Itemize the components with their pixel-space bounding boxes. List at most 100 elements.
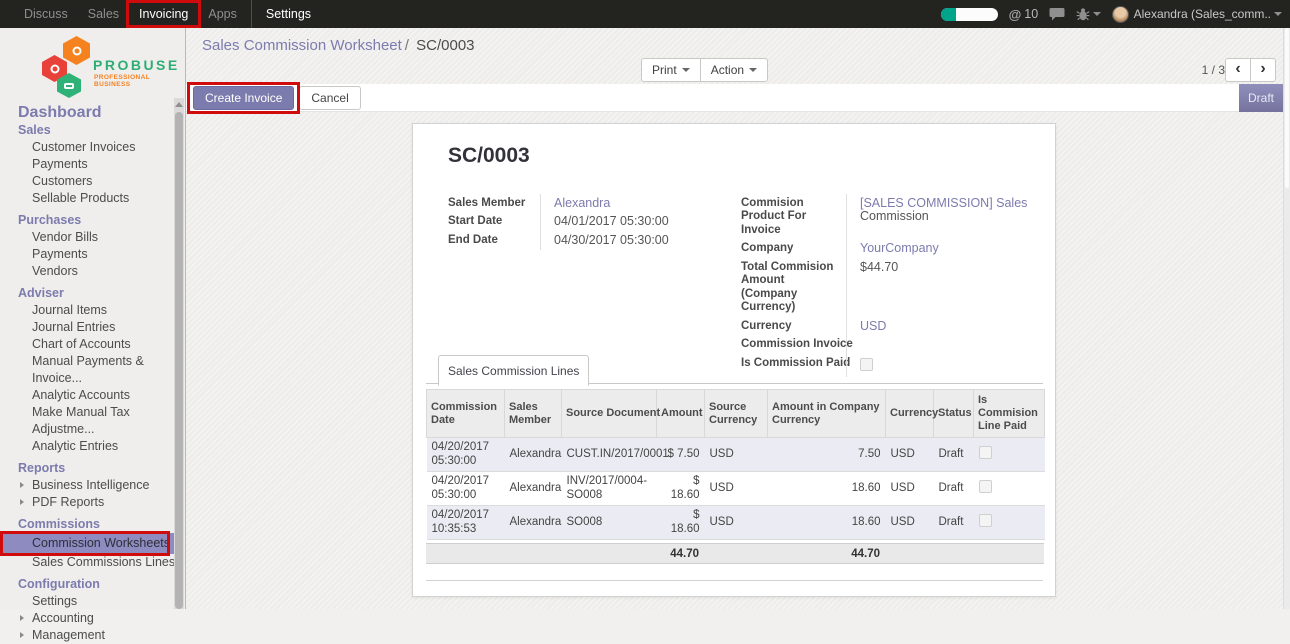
field-group-right: Commision Product For Invoice [SALES COM… bbox=[741, 194, 1033, 377]
sidebar-item-manual-payments-invoice[interactable]: Manual Payments & Invoice... bbox=[0, 353, 185, 387]
sidebar-item-settings[interactable]: Settings bbox=[0, 593, 185, 610]
company-logo[interactable]: PROBUSE PROFESSIONAL BUSINESS bbox=[0, 28, 185, 100]
pager-next-button[interactable]: › bbox=[1250, 58, 1276, 82]
sidebar-section-commissions[interactable]: Commissions bbox=[0, 516, 185, 533]
sidebar-item-accounting[interactable]: Accounting bbox=[0, 610, 185, 627]
field-company: Company YourCompany bbox=[741, 240, 1033, 259]
scrollbar-thumb[interactable] bbox=[1285, 28, 1289, 188]
line-paid-checkbox bbox=[979, 446, 992, 459]
scroll-up-arrow-icon[interactable] bbox=[175, 102, 183, 107]
sidebar-item-pdf-reports[interactable]: PDF Reports bbox=[0, 494, 185, 511]
topbar-systray: @ 10 Alexandra (Sales_comm.. bbox=[941, 0, 1282, 28]
cell-document: INV/2017/0004-SO008 bbox=[562, 472, 657, 506]
col-sales-member[interactable]: Sales Member bbox=[505, 390, 562, 438]
cell-member: Alexandra bbox=[505, 472, 562, 506]
col-amount-company-currency[interactable]: Amount in Company Currency bbox=[768, 390, 886, 438]
nav-discuss[interactable]: Discuss bbox=[16, 0, 76, 28]
table-row[interactable]: 04/20/2017 05:30:00 Alexandra INV/2017/0… bbox=[427, 472, 1045, 506]
sidebar-section-purchases[interactable]: Purchases bbox=[0, 212, 185, 229]
totals-empty bbox=[885, 544, 933, 564]
sidebar-item-management[interactable]: Management bbox=[0, 627, 185, 644]
sidebar-section-reports[interactable]: Reports bbox=[0, 460, 185, 477]
commission-product-link[interactable]: [SALES COMMISSION] Sales bbox=[860, 196, 1027, 210]
col-status[interactable]: Status bbox=[934, 390, 974, 438]
nav-settings[interactable]: Settings bbox=[258, 0, 319, 28]
page-scrollbar[interactable] bbox=[1283, 28, 1290, 609]
create-invoice-button[interactable]: Create Invoice bbox=[193, 86, 294, 110]
sidebar-item-payments-sales[interactable]: Payments bbox=[0, 156, 185, 173]
col-currency[interactable]: Currency bbox=[886, 390, 934, 438]
cell-date: 04/20/2017 05:30:00 bbox=[427, 472, 505, 506]
sidebar-item-journal-entries[interactable]: Journal Entries bbox=[0, 319, 185, 336]
magnifier-icon bbox=[50, 64, 59, 73]
end-date-value: 04/30/2017 05:30:00 bbox=[540, 231, 728, 250]
user-menu[interactable]: Alexandra (Sales_comm.. bbox=[1112, 5, 1282, 23]
action-dropdown-button[interactable]: Action bbox=[700, 58, 768, 82]
sidebar-item-label: Commission Worksheets bbox=[32, 536, 170, 550]
nav-invoicing[interactable]: Invoicing bbox=[131, 0, 196, 28]
tools-icon bbox=[64, 83, 74, 89]
table-row[interactable]: 04/20/2017 10:35:53 Alexandra SO008 $ 18… bbox=[427, 506, 1045, 540]
sidebar-item-customers[interactable]: Customers bbox=[0, 173, 185, 190]
line-paid-checkbox bbox=[979, 514, 992, 527]
caret-down-icon bbox=[1093, 12, 1101, 16]
sidebar-item-chart-of-accounts[interactable]: Chart of Accounts bbox=[0, 336, 185, 353]
field-label: Start Date bbox=[448, 213, 540, 232]
activity-menu[interactable]: @ 10 bbox=[1009, 7, 1039, 22]
sidebar-section-adviser[interactable]: Adviser bbox=[0, 285, 185, 302]
nav-sales[interactable]: Sales bbox=[80, 0, 127, 28]
sidebar-item-label: Business Intelligence bbox=[32, 478, 149, 492]
start-date-value: 04/01/2017 05:30:00 bbox=[540, 213, 728, 232]
sidebar-item-sellable-products[interactable]: Sellable Products bbox=[0, 190, 185, 207]
sidebar-item-analytic-entries[interactable]: Analytic Entries bbox=[0, 438, 185, 455]
sidebar-item-journal-items[interactable]: Journal Items bbox=[0, 302, 185, 319]
record-title: SC/0003 bbox=[448, 144, 530, 168]
sidebar-item-business-intelligence[interactable]: Business Intelligence bbox=[0, 477, 185, 494]
breadcrumb-parent-link[interactable]: Sales Commission Worksheet bbox=[202, 37, 402, 54]
cell-currency: USD bbox=[886, 438, 934, 472]
currency-link[interactable]: USD bbox=[860, 319, 886, 333]
field-label: End Date bbox=[448, 231, 540, 250]
sidebar-item-customer-invoices[interactable]: Customer Invoices bbox=[0, 139, 185, 156]
sidebar-item-vendor-bills[interactable]: Vendor Bills bbox=[0, 229, 185, 246]
company-link[interactable]: YourCompany bbox=[860, 241, 939, 255]
cell-amount-company: 7.50 bbox=[768, 438, 886, 472]
col-amount[interactable]: Amount bbox=[657, 390, 705, 438]
table-row[interactable]: 04/20/2017 05:30:00 Alexandra CUST.IN/20… bbox=[427, 438, 1045, 472]
col-commission-date[interactable]: Commission Date bbox=[427, 390, 505, 438]
cell-amount: $ 18.60 bbox=[657, 472, 705, 506]
status-badge-draft[interactable]: Draft bbox=[1239, 84, 1283, 112]
planner-progressbar[interactable] bbox=[941, 8, 998, 21]
sheet-divider bbox=[426, 580, 1043, 581]
pager-previous-button[interactable]: ‹ bbox=[1225, 58, 1251, 82]
print-dropdown-button[interactable]: Print bbox=[641, 58, 701, 82]
nav-apps[interactable]: Apps bbox=[200, 0, 245, 28]
cell-date: 04/20/2017 10:35:53 bbox=[427, 506, 505, 540]
col-is-commission-line-paid[interactable]: Is Commision Line Paid bbox=[974, 390, 1045, 438]
sidebar-item-dashboard[interactable]: Dashboard bbox=[0, 104, 185, 122]
cancel-button[interactable]: Cancel bbox=[299, 86, 360, 110]
sidebar-item-commission-worksheets[interactable]: Commission Worksheets bbox=[0, 533, 175, 554]
sidebar-item-sales-commissions-lines[interactable]: Sales Commissions Lines bbox=[0, 554, 185, 571]
messages-menu[interactable] bbox=[1049, 7, 1065, 21]
statusbar: Create Invoice Cancel Draft bbox=[186, 84, 1283, 112]
cell-date: 04/20/2017 05:30:00 bbox=[427, 438, 505, 472]
cell-member: Alexandra bbox=[505, 506, 562, 540]
planner-progress-fill bbox=[941, 8, 956, 21]
sales-member-link[interactable]: Alexandra bbox=[554, 196, 610, 210]
tab-sales-commission-lines[interactable]: Sales Commission Lines bbox=[438, 355, 589, 386]
col-source-currency[interactable]: Source Currency bbox=[705, 390, 768, 438]
sidebar-section-configuration[interactable]: Configuration bbox=[0, 576, 185, 593]
col-source-document[interactable]: Source Document bbox=[562, 390, 657, 438]
sidebar-item-vendors[interactable]: Vendors bbox=[0, 263, 185, 280]
scrollbar-thumb[interactable] bbox=[175, 112, 183, 609]
cell-paid bbox=[974, 506, 1045, 540]
sidebar-item-make-manual-tax-adjustments[interactable]: Make Manual Tax Adjustme... bbox=[0, 404, 185, 438]
field-label: Commission Invoice bbox=[741, 336, 846, 355]
sidebar-scrollbar[interactable] bbox=[174, 98, 184, 609]
sidebar-item-payments-purchases[interactable]: Payments bbox=[0, 246, 185, 263]
debug-menu[interactable] bbox=[1076, 7, 1101, 21]
totals-table-row: 44.70 44.70 bbox=[426, 544, 1044, 564]
sidebar-section-sales[interactable]: Sales bbox=[0, 122, 185, 139]
sidebar-item-analytic-accounts[interactable]: Analytic Accounts bbox=[0, 387, 185, 404]
